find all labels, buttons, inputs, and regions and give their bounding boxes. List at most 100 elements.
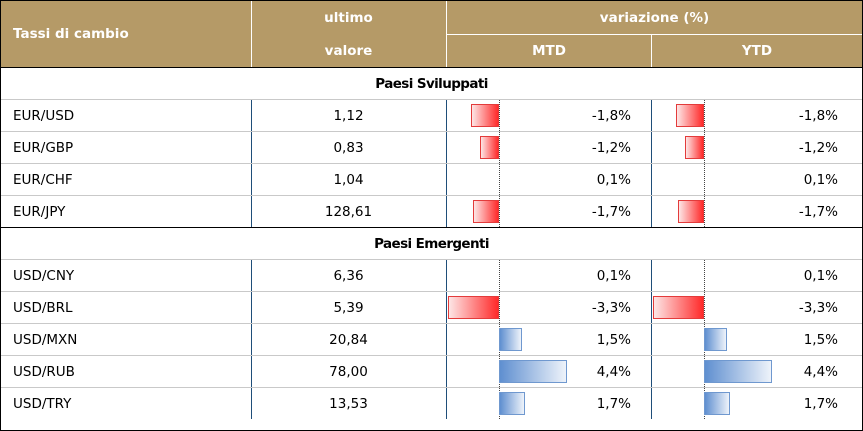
header-exchange-rates: Tassi di cambio	[13, 26, 129, 42]
last-value: 1,04	[333, 171, 364, 188]
table-row: USD/BRL 5,39 -3,3% -3,3%	[1, 291, 862, 323]
section-title: Paesi Sviluppati	[1, 67, 862, 99]
column-divider	[651, 388, 652, 419]
mtd-change: 0,1%	[596, 171, 631, 188]
column-divider	[251, 292, 252, 323]
ytd-change: 1,5%	[803, 331, 838, 348]
column-divider	[251, 324, 252, 355]
table-header: Tassi di cambio ultimo valore variazione…	[1, 1, 862, 67]
currency-pair: USD/TRY	[13, 395, 72, 412]
ytd-change: 0,1%	[803, 267, 838, 284]
header-divider	[651, 34, 652, 67]
ytd-zero-axis	[704, 164, 705, 195]
mtd-change: 1,5%	[596, 331, 631, 348]
ytd-change: 0,1%	[803, 171, 838, 188]
mtd-zero-axis	[499, 132, 500, 163]
currency-pair: EUR/GBP	[13, 139, 74, 156]
ytd-change: -1,8%	[798, 107, 838, 124]
header-divider	[447, 34, 862, 35]
column-divider	[446, 292, 447, 323]
ytd-zero-axis	[704, 196, 705, 227]
mtd-change: -1,8%	[591, 107, 631, 124]
mtd-zero-axis	[499, 292, 500, 323]
last-value: 78,00	[329, 363, 368, 380]
header-last-value-line2: valore	[324, 42, 373, 59]
header-mtd: MTD	[532, 43, 566, 59]
ytd-zero-axis	[704, 260, 705, 291]
ytd-change: -3,3%	[798, 299, 838, 316]
table-row: EUR/JPY 128,61 -1,7% -1,7%	[1, 195, 862, 227]
table-row: EUR/CHF 1,04 0,1% 0,1%	[1, 163, 862, 195]
table-row: USD/CNY 6,36 0,1% 0,1%	[1, 259, 862, 291]
table-row: USD/TRY 13,53 1,7% 1,7%	[1, 387, 862, 419]
last-value: 128,61	[324, 203, 373, 220]
last-value: 13,53	[329, 395, 368, 412]
ytd-change: 1,7%	[803, 395, 838, 412]
header-last-value-line1: ultimo	[324, 9, 373, 26]
column-divider	[251, 132, 252, 163]
currency-pair: EUR/USD	[13, 107, 75, 124]
column-divider	[251, 164, 252, 195]
column-divider	[446, 100, 447, 131]
mtd-zero-axis	[499, 100, 500, 131]
column-divider	[651, 260, 652, 291]
ytd-change: 4,4%	[803, 363, 838, 380]
table-row: EUR/USD 1,12 -1,8% -1,8%	[1, 99, 862, 131]
column-divider	[446, 132, 447, 163]
currency-pair: EUR/JPY	[13, 203, 66, 220]
column-divider	[651, 196, 652, 227]
ytd-data-bar	[704, 392, 731, 415]
mtd-data-bar	[472, 200, 499, 223]
last-value: 20,84	[329, 331, 368, 348]
last-value: 0,83	[333, 139, 364, 156]
mtd-data-bar	[499, 392, 526, 415]
mtd-data-bar	[480, 136, 499, 159]
column-divider	[251, 100, 252, 131]
header-divider	[446, 1, 447, 67]
mtd-data-bar	[499, 328, 523, 351]
currency-pair: USD/MXN	[13, 331, 78, 348]
ytd-data-bar	[685, 136, 704, 159]
mtd-zero-axis	[499, 164, 500, 195]
ytd-change: -1,2%	[798, 139, 838, 156]
last-value: 1,12	[333, 107, 364, 124]
last-value: 5,39	[333, 299, 364, 316]
mtd-change: -1,7%	[591, 203, 631, 220]
mtd-change: 4,4%	[596, 363, 631, 380]
currency-pair: USD/RUB	[13, 363, 75, 380]
column-divider	[651, 356, 652, 387]
column-divider	[651, 292, 652, 323]
table-row: USD/RUB 78,00 4,4% 4,4%	[1, 355, 862, 387]
mtd-data-bar	[499, 360, 568, 383]
mtd-zero-axis	[499, 196, 500, 227]
column-divider	[446, 356, 447, 387]
ytd-data-bar	[677, 200, 704, 223]
column-divider	[651, 132, 652, 163]
mtd-change: 0,1%	[596, 267, 631, 284]
mtd-zero-axis	[499, 260, 500, 291]
header-divider	[251, 1, 252, 67]
ytd-data-bar	[676, 104, 704, 127]
column-divider	[251, 196, 252, 227]
table-row: EUR/GBP 0,83 -1,2% -1,2%	[1, 131, 862, 163]
ytd-change: -1,7%	[798, 203, 838, 220]
ytd-data-bar	[704, 360, 773, 383]
currency-pair: USD/CNY	[13, 267, 75, 284]
ytd-zero-axis	[704, 100, 705, 131]
ytd-zero-axis	[704, 132, 705, 163]
section-title: Paesi Emergenti	[1, 227, 862, 259]
last-value: 6,36	[333, 267, 364, 284]
ytd-data-bar	[704, 328, 728, 351]
column-divider	[446, 388, 447, 419]
mtd-change: -3,3%	[591, 299, 631, 316]
ytd-zero-axis	[704, 292, 705, 323]
table-row: USD/MXN 20,84 1,5% 1,5%	[1, 323, 862, 355]
column-divider	[446, 164, 447, 195]
column-divider	[446, 196, 447, 227]
currency-pair: EUR/CHF	[13, 171, 73, 188]
currency-pair: USD/BRL	[13, 299, 73, 316]
column-divider	[446, 324, 447, 355]
ytd-data-bar	[652, 296, 704, 319]
mtd-change: -1,2%	[591, 139, 631, 156]
